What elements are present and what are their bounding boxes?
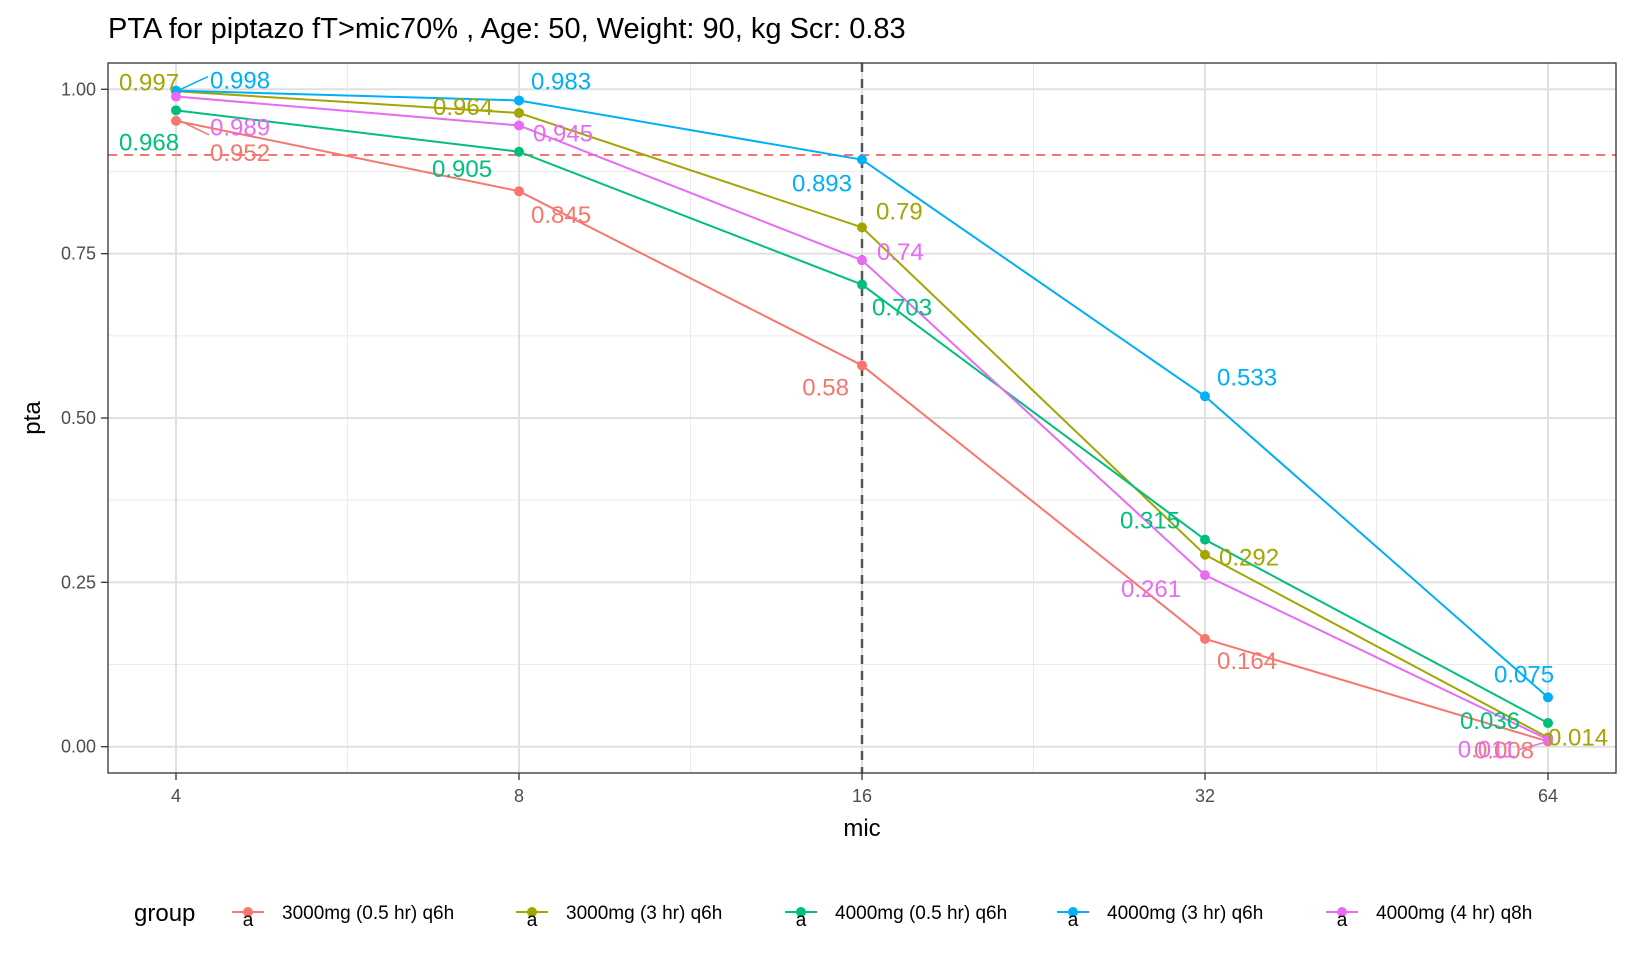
data-label: 0.997 bbox=[119, 69, 179, 96]
data-label: 0.952 bbox=[210, 140, 270, 167]
data-label: 0.964 bbox=[433, 94, 493, 121]
legend-key-glyph: a bbox=[796, 910, 807, 931]
axes: 0.00 0.25 0.50 0.75 1.00 4 8 16 32 64 bbox=[61, 79, 1558, 806]
data-labels: 0.952 0.845 0.58 0.164 0.008 0.997 0.964 0.79 0.… bbox=[119, 68, 1608, 765]
y-axis-title: pta bbox=[19, 401, 46, 435]
data-label: 0.905 bbox=[432, 156, 492, 183]
data-label: 0.014 bbox=[1548, 725, 1608, 752]
data-point bbox=[857, 154, 867, 165]
data-label: 0.79 bbox=[876, 198, 923, 225]
legend-key-point bbox=[527, 907, 537, 917]
data-label: 0.011 bbox=[1458, 736, 1516, 763]
data-point bbox=[857, 255, 867, 266]
data-label: 0.008 bbox=[1474, 737, 1534, 764]
data-point bbox=[514, 146, 524, 157]
legend-key-glyph: a bbox=[1068, 910, 1079, 931]
data-point bbox=[1200, 633, 1210, 644]
data-point bbox=[514, 107, 524, 118]
data-label: 0.533 bbox=[1217, 364, 1277, 391]
data-point bbox=[1200, 391, 1210, 402]
data-label: 0.74 bbox=[877, 239, 924, 266]
data-label: 0.893 bbox=[792, 171, 852, 198]
data-label: 0.998 bbox=[210, 68, 270, 95]
data-label: 0.075 bbox=[1494, 661, 1554, 688]
y-tick-label: 0.50 bbox=[61, 408, 96, 428]
data-label: 0.036 bbox=[1460, 708, 1520, 735]
data-label: 0.292 bbox=[1219, 545, 1279, 572]
data-point bbox=[1543, 718, 1553, 729]
data-point bbox=[857, 360, 867, 371]
series-lines bbox=[171, 85, 1553, 747]
data-label: 0.945 bbox=[533, 120, 593, 147]
label-leader-line bbox=[177, 75, 209, 92]
y-tick-label: 1.00 bbox=[61, 79, 96, 99]
legend-key-point bbox=[796, 907, 806, 917]
data-label: 0.968 bbox=[119, 129, 179, 156]
legend-key-point bbox=[1068, 907, 1078, 917]
data-point bbox=[514, 95, 524, 106]
x-tick-label: 64 bbox=[1538, 786, 1558, 806]
label-leader-line bbox=[179, 120, 210, 136]
data-point bbox=[171, 105, 181, 116]
legend-item-label: 4000mg (0.5 hr) q6h bbox=[835, 903, 1007, 924]
legend: group a 3000mg (0.5 hr) q6h a 3000mg (3 hr)… bbox=[134, 900, 1532, 931]
label-leader-line bbox=[1519, 741, 1545, 751]
data-point bbox=[1200, 549, 1210, 560]
data-point bbox=[1200, 570, 1210, 581]
x-tick-label: 16 bbox=[852, 786, 872, 806]
y-tick-label: 0.75 bbox=[61, 244, 96, 264]
data-label: 0.164 bbox=[1217, 648, 1277, 675]
data-point bbox=[171, 91, 181, 102]
legend-title: group bbox=[134, 900, 195, 927]
data-point bbox=[514, 186, 524, 197]
data-label: 0.983 bbox=[531, 68, 591, 95]
legend-key-point bbox=[243, 907, 253, 917]
y-tick-label: 0.00 bbox=[61, 737, 96, 757]
data-label: 0.845 bbox=[531, 202, 591, 229]
data-point bbox=[171, 115, 181, 126]
x-tick-label: 32 bbox=[1195, 786, 1215, 806]
data-label: 0.703 bbox=[872, 295, 932, 322]
x-tick-label: 8 bbox=[514, 786, 524, 806]
x-axis-title: mic bbox=[843, 815, 880, 842]
data-label: 0.989 bbox=[210, 115, 270, 142]
legend-key-glyph: a bbox=[243, 910, 254, 931]
data-point bbox=[857, 279, 867, 290]
data-label: 0.261 bbox=[1121, 576, 1181, 603]
data-label: 0.58 bbox=[802, 374, 849, 401]
chart-title: PTA for piptazo fT>mic70% , Age: 50, Wei… bbox=[108, 13, 906, 45]
legend-key-glyph: a bbox=[527, 910, 538, 931]
data-point bbox=[1543, 734, 1553, 745]
data-point bbox=[1543, 692, 1553, 703]
legend-key-glyph: a bbox=[1337, 910, 1348, 931]
legend-item-label: 3000mg (0.5 hr) q6h bbox=[282, 903, 454, 924]
legend-item-label: 3000mg (3 hr) q6h bbox=[566, 903, 722, 924]
y-tick-label: 0.25 bbox=[61, 572, 96, 592]
data-point bbox=[1200, 534, 1210, 545]
legend-item-label: 4000mg (3 hr) q6h bbox=[1107, 903, 1263, 924]
legend-item-label: 4000mg (4 hr) q8h bbox=[1376, 903, 1532, 924]
data-label: 0.315 bbox=[1120, 508, 1180, 535]
legend-key-point bbox=[1337, 907, 1347, 917]
data-point bbox=[857, 222, 867, 233]
data-point bbox=[514, 120, 524, 131]
x-tick-label: 4 bbox=[171, 786, 181, 806]
